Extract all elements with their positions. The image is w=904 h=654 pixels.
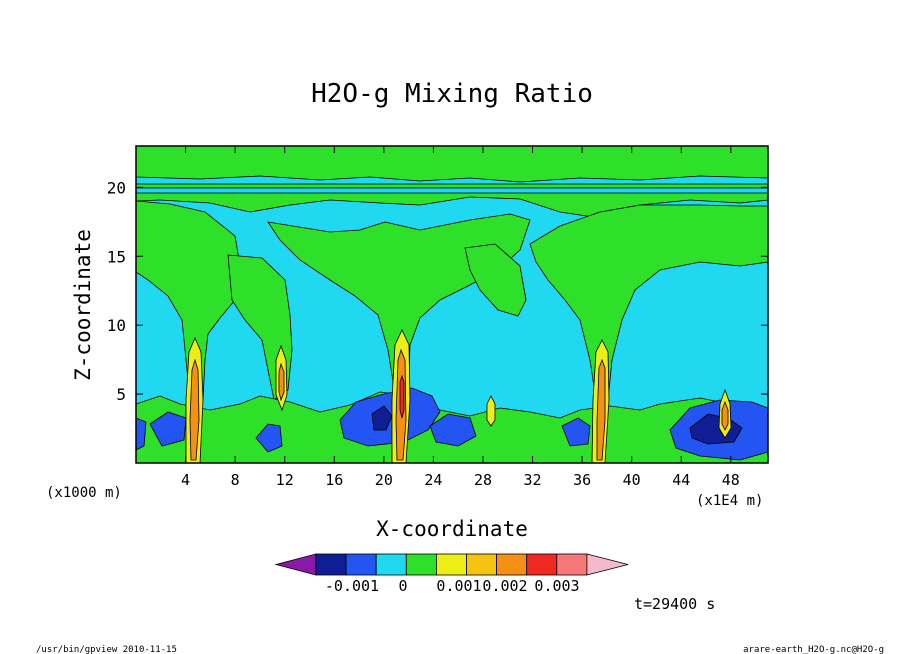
upper-green-band [136,146,768,183]
time-label: t=29400 s [634,595,715,613]
navy-core-2 [371,405,393,431]
x-axis-label: X-coordinate [376,517,528,541]
orange-plume-4 [596,358,606,461]
chart-title: H2O-g Mixing Ratio [311,79,593,109]
colorbar-swatch [375,553,407,576]
x-tick-label: 20 [375,471,393,489]
colorbar-swatch [556,553,588,576]
green-plume-anvil-4 [529,204,768,401]
x-tick-label: 44 [672,471,690,489]
colorbar-labels: -0.001 0 0.001 0.002 0.003 [325,577,580,595]
colorbar-swatch [405,553,437,576]
x-tick-label: 16 [325,471,343,489]
y-axis-ticks: 5 10 15 20 [107,178,768,404]
green-plume-anvil-1 [136,200,241,401]
blue-cell-5 [149,411,187,447]
colorbar-label: 0 [398,577,407,595]
y-tick-label: 15 [107,247,126,266]
x-tick-label: 24 [424,471,442,489]
x-tick-label: 12 [276,471,294,489]
y-tick-label: 5 [116,385,126,404]
x-axis-ticks: 4 8 12 16 20 24 28 32 36 40 44 48 [181,146,740,489]
orange-plume-1 [189,358,200,461]
blue-cell-4 [255,423,283,453]
colorbar [274,553,629,576]
green-anvil-5 [464,243,527,317]
colorbar-arrow-right [586,553,629,576]
colorbar-swatch [466,553,498,576]
upper-green-strip [136,183,768,189]
x-tick-label: 4 [181,471,190,489]
x-tick-label: 48 [722,471,740,489]
y-tick-label: 10 [107,316,126,335]
colorbar-label: 0.003 [534,577,579,595]
colorbar-swatch [496,553,528,576]
colorbar-swatch [526,553,558,576]
red-plume-3 [399,374,405,419]
colorbar-label: 0.002 [482,577,527,595]
x-unit-left: (x1000 m) [46,485,122,501]
yellow-plume-6 [486,395,496,427]
colorbar-arrow-left [274,553,317,576]
plot-field [136,146,768,463]
x-tick-label: 36 [573,471,591,489]
y-axis-label: Z-coordinate [71,229,95,381]
colorbar-label: -0.001 [325,577,379,595]
x-tick-label: 28 [474,471,492,489]
orange-plume-5 [721,400,729,431]
y-tick-label: 20 [107,178,126,197]
footer-right: arare-earth_H2O-g.nc@H2O-g [743,645,884,654]
orange-plume-2 [278,362,285,402]
blue-cell-7 [136,417,147,451]
colorbar-swatch [345,553,377,576]
blue-cell-6 [561,417,591,447]
colorbar-swatch [435,553,467,576]
x-tick-label: 32 [524,471,542,489]
colorbar-swatch [315,553,347,576]
x-tick-label: 40 [623,471,641,489]
plot-frame [135,145,769,464]
footer-left: /usr/bin/gpview 2010-11-15 [36,645,177,654]
x-unit-right: (x1E4 m) [696,493,763,509]
colorbar-label: 0.001 [436,577,481,595]
x-tick-label: 8 [231,471,240,489]
blue-cell-3 [429,413,477,447]
green-plume-anvil-3 [267,213,531,401]
